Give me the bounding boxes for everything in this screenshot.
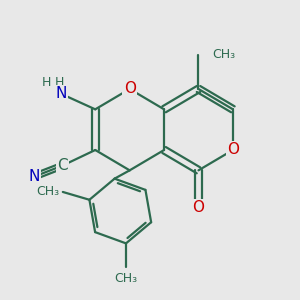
Text: O: O [193,200,205,215]
Text: CH₃: CH₃ [114,272,137,284]
Text: CH₃: CH₃ [213,48,236,61]
Text: H: H [55,76,64,89]
Text: O: O [227,142,239,158]
Text: C: C [57,158,68,173]
Text: H: H [42,76,51,89]
Text: N: N [55,86,67,101]
Text: N: N [28,169,40,184]
Text: O: O [124,82,136,97]
Text: CH₃: CH₃ [37,185,60,199]
